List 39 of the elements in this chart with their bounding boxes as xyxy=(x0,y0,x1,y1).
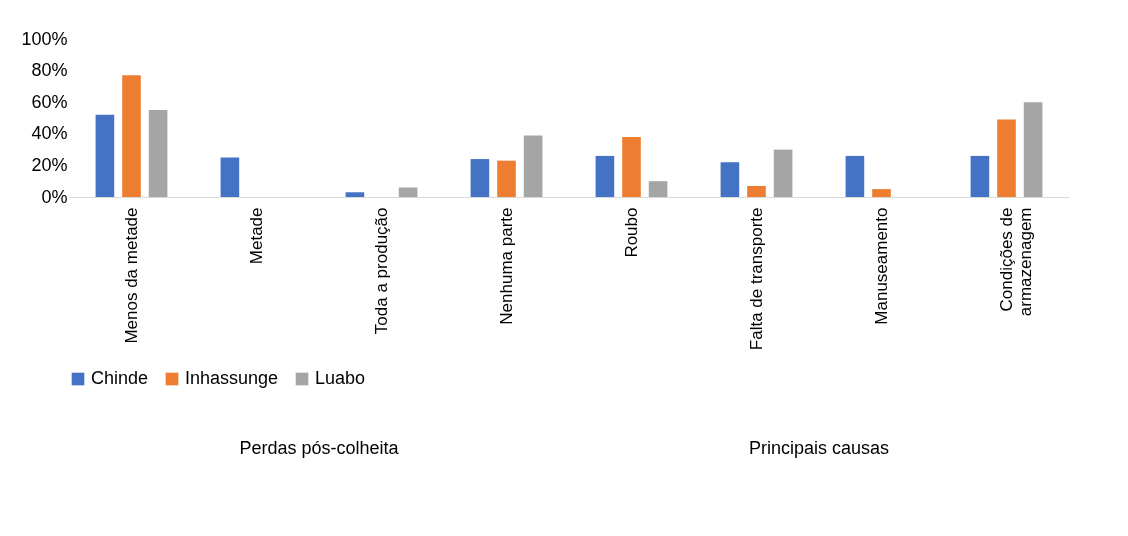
x-tick-label: Falta de transporte xyxy=(746,207,766,351)
legend-label: Chinde xyxy=(91,368,149,388)
legend-label: Inhassunge xyxy=(185,368,279,388)
x-tick-label: Manuseamento xyxy=(871,207,891,325)
bar xyxy=(720,162,740,197)
bar xyxy=(95,114,115,197)
y-tick-label: 40% xyxy=(31,123,68,144)
bar xyxy=(997,119,1016,197)
text: Perdas pós-colheita xyxy=(239,438,400,458)
y-tick-label: 60% xyxy=(31,91,68,112)
x-tick-label: Metade xyxy=(246,207,266,265)
y-tick-label: 0% xyxy=(41,186,68,207)
bar xyxy=(595,155,615,197)
x-tick-label: Toda a produção xyxy=(371,207,391,335)
y-tick-label: 80% xyxy=(31,60,68,81)
bar xyxy=(970,155,990,197)
bar xyxy=(220,157,240,197)
bar xyxy=(747,185,766,197)
y-tick-label: 20% xyxy=(31,154,68,175)
y-tick-label: 100% xyxy=(21,28,68,49)
bar xyxy=(845,155,865,197)
bar xyxy=(148,110,168,197)
bar xyxy=(872,189,891,197)
bar xyxy=(648,181,668,197)
text: Principais causas xyxy=(748,438,890,458)
x-tick-label: Menos da metade xyxy=(121,207,141,344)
bar xyxy=(622,136,641,197)
bar xyxy=(497,160,516,197)
bar xyxy=(398,187,418,197)
bar xyxy=(470,159,490,197)
bar xyxy=(523,135,543,197)
bar xyxy=(345,192,365,197)
bar xyxy=(773,149,793,197)
x-tick-label: Roubo xyxy=(621,207,641,258)
x-tick-label: Nenhuma parte xyxy=(496,207,516,325)
x-tick-label: Condições de armazenagem xyxy=(996,207,1035,317)
legend-label: Luabo xyxy=(315,368,366,388)
bar xyxy=(1023,102,1043,197)
bar xyxy=(122,75,141,197)
